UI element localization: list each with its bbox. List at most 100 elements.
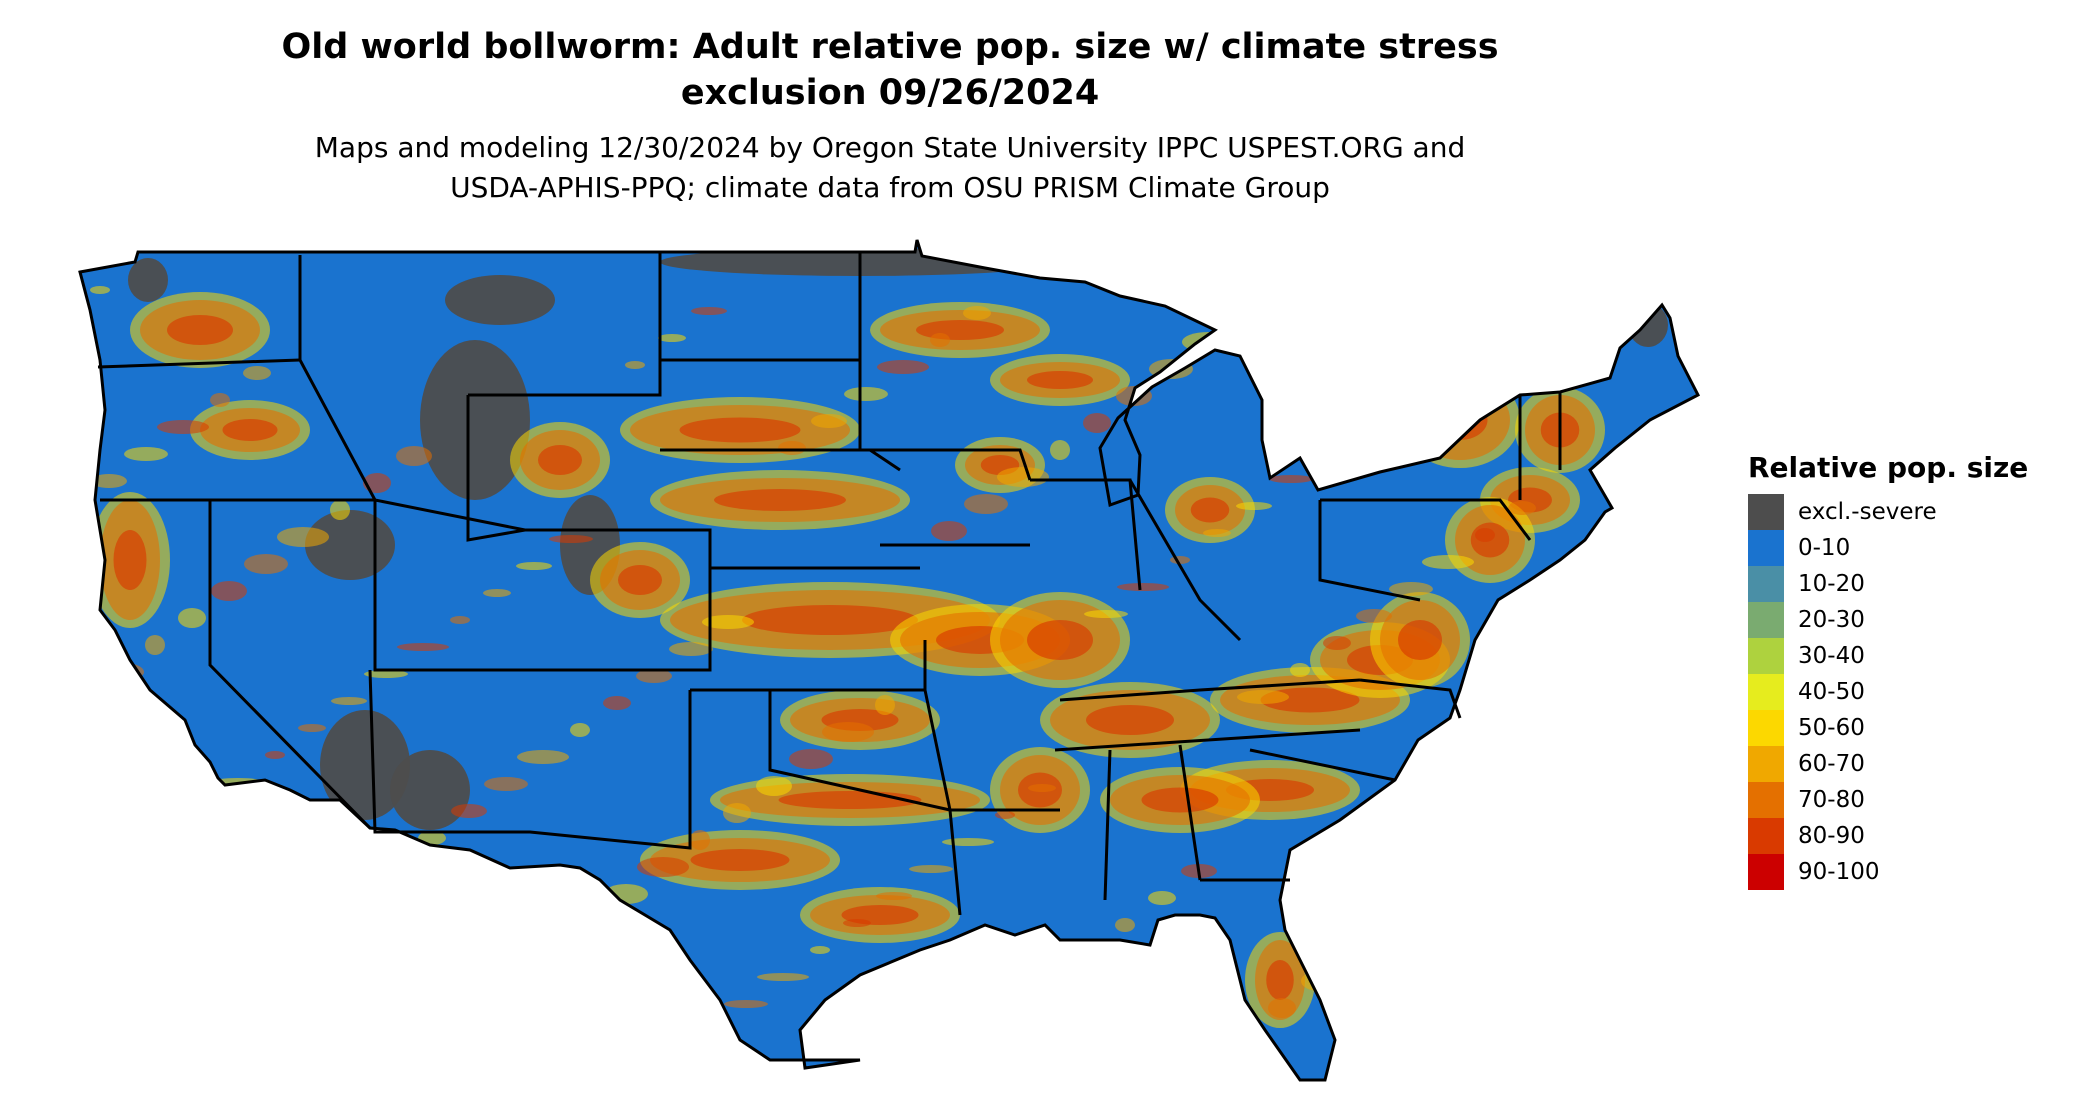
population-hotspot	[963, 306, 991, 320]
population-hotspot	[128, 258, 168, 302]
population-hotspot	[1334, 944, 1378, 964]
population-hotspot	[1236, 502, 1272, 510]
population-hotspot	[1141, 787, 1219, 813]
population-hotspot	[1355, 421, 1375, 429]
population-hotspot	[243, 366, 271, 380]
legend-swatch	[1748, 782, 1784, 818]
border-ms-al	[1103, 749, 1112, 901]
legend-items: excl.-severe 0-10 10-20 20-30 30-40 40-50 50-6…	[1748, 494, 2088, 890]
population-hotspot	[222, 419, 278, 441]
population-hotspot	[690, 830, 710, 850]
legend-swatch	[1748, 566, 1784, 602]
subtitle-line-1: Maps and modeling 12/30/2024 by Oregon S…	[314, 131, 1466, 164]
border-tn-south	[1054, 728, 1361, 752]
border-co	[525, 528, 712, 672]
population-hotspot	[179, 805, 223, 813]
population-hotspot	[1028, 784, 1056, 792]
population-hotspot	[157, 420, 209, 434]
population-hotspot	[931, 521, 967, 541]
legend-title: Relative pop. size	[1748, 451, 2029, 484]
legend-label: 50-60	[1798, 715, 1865, 741]
population-hotspot	[658, 334, 686, 342]
border-al-ga	[1178, 744, 1202, 881]
subtitle-line-2: USDA-APHIS-PPQ; climate data from OSU PR…	[450, 171, 1330, 204]
population-hotspot	[396, 446, 432, 466]
population-hotspot	[669, 642, 713, 656]
population-hotspot	[332, 885, 384, 899]
population-hotspot	[178, 608, 206, 628]
population-hotspot	[724, 1000, 768, 1008]
population-hotspot	[1389, 582, 1433, 596]
population-hotspot	[331, 697, 367, 705]
population-hotspot	[723, 803, 751, 823]
population-hotspot	[305, 510, 395, 580]
population-hotspot	[916, 320, 1004, 340]
legend-item: excl.-severe	[1748, 494, 2088, 530]
population-hotspot	[877, 360, 929, 374]
population-hotspot	[930, 333, 950, 347]
legend-label: 60-70	[1798, 751, 1865, 777]
legend-label: 80-90	[1798, 823, 1865, 849]
population-hotspot	[997, 467, 1049, 487]
population-hotspot	[1508, 501, 1536, 515]
population-hotspot	[995, 811, 1015, 819]
population-hotspot	[538, 938, 566, 958]
population-hotspot	[1290, 663, 1310, 677]
population-hotspot	[1050, 440, 1070, 460]
population-hotspot	[757, 973, 809, 981]
legend-label: 40-50	[1798, 679, 1865, 705]
population-hotspot	[1356, 609, 1392, 623]
legend-label: 70-80	[1798, 787, 1865, 813]
legend-swatch	[1748, 674, 1784, 710]
population-hotspot	[1475, 528, 1495, 542]
population-hotspot	[1117, 583, 1169, 591]
state-borders	[97, 252, 1562, 916]
legend-swatch	[1748, 746, 1784, 782]
legend-label: 30-40	[1798, 643, 1865, 669]
population-hotspot	[843, 919, 871, 927]
population-hotspot	[1203, 529, 1231, 537]
population-hotspot	[113, 530, 147, 590]
population-hotspot	[636, 669, 672, 683]
border-mo-ar-la	[923, 640, 962, 916]
legend-swatch	[1748, 818, 1784, 854]
legend-swatch	[1748, 710, 1784, 746]
population-hotspot	[742, 605, 918, 635]
population-hotspot	[1190, 497, 1230, 523]
population-hotspot	[364, 670, 408, 678]
population-hotspot	[420, 340, 530, 500]
legend-item: 80-90	[1748, 818, 2088, 854]
population-hotspot	[691, 307, 727, 315]
population-hotspot	[789, 749, 833, 769]
population-hotspot	[844, 387, 888, 401]
border-nv-ut	[373, 500, 530, 672]
population-hotspot	[603, 696, 631, 710]
population-hotspot	[811, 414, 847, 428]
population-hotspot	[570, 723, 590, 737]
legend-label: 20-30	[1798, 607, 1865, 633]
border-mn-ia	[860, 448, 1032, 481]
population-hotspot	[299, 912, 343, 926]
border-ca-nv	[208, 500, 372, 830]
population-hotspot	[210, 393, 230, 407]
population-hotspot	[1628, 303, 1668, 347]
map-title: Old world bollworm: Adult relative pop. …	[0, 24, 1780, 116]
population-hotspot	[517, 750, 569, 764]
population-hotspot	[1266, 960, 1294, 1000]
population-hotspot	[1237, 690, 1289, 704]
population-hotspot	[145, 635, 165, 655]
legend-swatch	[1748, 638, 1784, 674]
population-hotspot	[1235, 305, 1255, 325]
border-pa-ny	[1320, 498, 1532, 541]
border-oh-pa	[1318, 500, 1421, 602]
population-hotspot	[549, 535, 593, 543]
population-hotspot	[909, 865, 953, 873]
legend-item: 30-40	[1748, 638, 2088, 674]
population-hotspot	[451, 804, 487, 818]
title-line-2: exclusion 09/26/2024	[680, 73, 1100, 113]
population-hotspot	[1323, 636, 1351, 650]
population-hotspot	[1115, 918, 1135, 932]
population-hotspot	[483, 589, 511, 597]
population-hotspot	[876, 892, 912, 900]
population-hotspot	[1269, 475, 1313, 483]
